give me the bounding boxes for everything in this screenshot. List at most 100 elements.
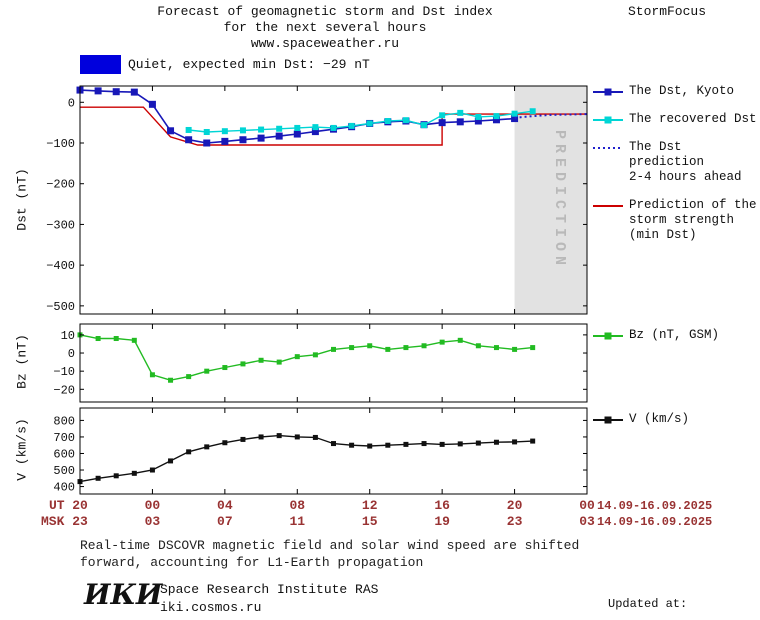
series-bz-nt-gsm xyxy=(79,334,533,381)
marker-v-km-s xyxy=(149,467,155,473)
marker-bz-nt-gsm xyxy=(258,357,264,363)
marker-bz-nt-gsm xyxy=(331,346,336,352)
y-tick-label: 0 xyxy=(68,347,75,361)
plot-frame xyxy=(79,85,588,315)
y-tick-label: −300 xyxy=(46,218,75,232)
marker-the-dst-kyoto xyxy=(275,132,283,140)
prediction-region-label: PREDICTION xyxy=(551,130,568,270)
series-v-km-s xyxy=(79,434,533,483)
legend-label: The Dst, Kyoto xyxy=(629,84,735,98)
marker-bz-nt-gsm xyxy=(204,368,210,374)
marker-v-km-s xyxy=(258,434,264,440)
marker-v-km-s xyxy=(222,440,228,446)
marker-the-dst-kyoto xyxy=(167,127,175,135)
y-tick-label: 0 xyxy=(68,96,75,110)
marker-the-recovered-dst xyxy=(511,110,518,117)
marker-bz-nt-gsm xyxy=(439,339,445,345)
marker-the-recovered-dst xyxy=(203,129,210,136)
y-tick-label: 600 xyxy=(53,447,75,461)
footnote: Real-time DSCOVR magnetic field and sola… xyxy=(80,537,579,571)
marker-the-recovered-dst xyxy=(493,113,500,120)
msk-tick-label: 03 xyxy=(145,514,161,529)
iki-logo: ИКИ xyxy=(84,578,163,611)
msk-tick-label: 23 xyxy=(72,514,88,529)
marker-v-km-s xyxy=(421,441,427,447)
legend-marker xyxy=(593,205,623,207)
marker-bz-nt-gsm xyxy=(493,345,499,351)
dst-chart: PREDICTION 0 −100 −200 −300 −400 −500 xyxy=(46,85,588,315)
y-tick-label: −400 xyxy=(46,259,75,273)
marker-bz-nt-gsm xyxy=(512,346,518,352)
marker-v-km-s xyxy=(131,470,137,476)
msk-tick-label: 07 xyxy=(217,514,233,529)
marker-v-km-s xyxy=(349,442,355,448)
footnote-line-2: forward, accounting for L1-Earth propaga… xyxy=(80,555,424,570)
marker-the-recovered-dst xyxy=(366,120,373,127)
marker-v-km-s xyxy=(204,444,210,450)
brand-stormfocus: StormFocus xyxy=(628,4,707,19)
legend-entry: V (km/s) xyxy=(593,412,689,427)
legend-marker xyxy=(593,416,623,424)
y-tick-label: −100 xyxy=(46,137,75,151)
marker-bz-nt-gsm xyxy=(131,337,137,343)
v-axis-label: V (km/s) xyxy=(14,418,30,481)
marker-the-recovered-dst xyxy=(348,122,355,129)
storm-level-swatch xyxy=(80,55,121,74)
marker-v-km-s xyxy=(276,433,282,439)
y-tick-label: 500 xyxy=(53,464,75,478)
footnote-line-1: Real-time DSCOVR magnetic field and sola… xyxy=(80,538,580,553)
ut-tick-label: 20 xyxy=(72,498,88,513)
title-line-1: Forecast of geomagnetic storm and Dst in… xyxy=(157,4,493,19)
marker-the-dst-kyoto xyxy=(293,130,301,138)
msk-tick-label: 15 xyxy=(362,514,378,529)
legend-marker xyxy=(593,88,623,96)
y-tick-label: 10 xyxy=(61,329,75,343)
msk-row-label: MSK xyxy=(41,514,65,529)
title-line-3-url: www.spaceweather.ru xyxy=(250,36,400,51)
marker-v-km-s xyxy=(168,458,174,464)
marker-v-km-s xyxy=(367,443,373,449)
legend-label: Bz (nT, GSM) xyxy=(629,328,720,342)
marker-bz-nt-gsm xyxy=(222,365,228,371)
marker-bz-nt-gsm xyxy=(113,336,119,342)
date-range-ut: 14.09-16.09.2025 xyxy=(597,499,712,513)
y-tick-label: −10 xyxy=(53,365,75,379)
marker-bz-nt-gsm xyxy=(403,345,409,351)
institute-name: Space Research Institute RAS xyxy=(160,582,379,597)
marker-the-recovered-dst xyxy=(258,126,265,133)
dst-axis-label: Dst (nT) xyxy=(14,168,30,231)
legend-label: The Dst prediction 2-4 hours ahead xyxy=(629,140,742,184)
legend-marker xyxy=(593,332,623,340)
marker-the-recovered-dst xyxy=(221,128,228,135)
marker-the-dst-kyoto xyxy=(456,118,464,126)
marker-the-dst-kyoto xyxy=(474,117,482,125)
marker-v-km-s xyxy=(113,473,119,479)
ut-tick-label: 20 xyxy=(507,498,523,513)
marker-v-km-s xyxy=(95,475,101,481)
marker-the-dst-kyoto xyxy=(311,128,319,136)
marker-the-recovered-dst xyxy=(529,108,536,115)
marker-bz-nt-gsm xyxy=(276,359,282,365)
ut-tick-label: 08 xyxy=(289,498,305,513)
marker-the-dst-kyoto xyxy=(185,136,193,144)
marker-bz-nt-gsm xyxy=(530,345,536,351)
legend-label: V (km/s) xyxy=(629,412,690,426)
msk-tick-label: 19 xyxy=(434,514,450,529)
marker-v-km-s xyxy=(512,439,518,445)
marker-the-dst-kyoto xyxy=(239,136,247,144)
marker-v-km-s xyxy=(403,441,409,447)
marker-the-dst-kyoto xyxy=(148,100,156,108)
marker-the-recovered-dst xyxy=(439,112,446,119)
v-chart: 800 700 600 500 400 xyxy=(53,407,588,495)
marker-v-km-s xyxy=(439,441,445,447)
date-range-msk: 14.09-16.09.2025 xyxy=(597,515,712,529)
updated-label: Updated at: xyxy=(608,597,688,611)
v-legend: V (km/s) xyxy=(593,412,689,427)
series-the-dst-prediction-2-4-hours-ahead xyxy=(514,113,588,119)
legend-marker xyxy=(593,147,623,149)
legend-entry: The Dst, Kyoto xyxy=(593,84,760,99)
marker-v-km-s xyxy=(240,436,246,442)
ut-row-label: UT xyxy=(49,498,65,513)
marker-the-recovered-dst xyxy=(185,126,192,133)
